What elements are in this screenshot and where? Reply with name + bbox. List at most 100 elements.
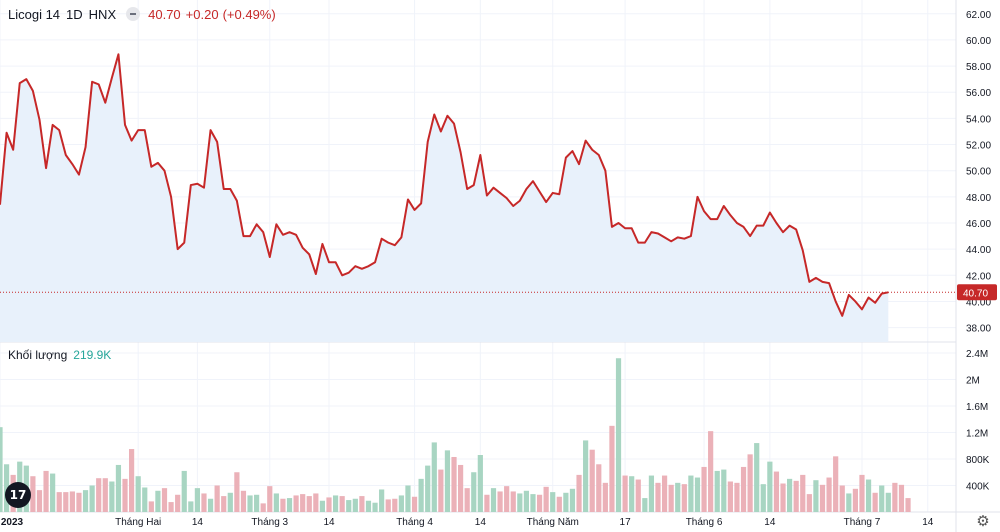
volume-bar-6 xyxy=(36,490,43,512)
volume-bar-95 xyxy=(622,475,628,512)
volume-bar-90 xyxy=(589,449,595,512)
volume-bar-128 xyxy=(839,485,845,512)
volume-tick-label-4: 800K xyxy=(966,455,990,466)
volume-bar-19 xyxy=(122,478,128,512)
volume-bar-138 xyxy=(905,498,911,512)
volume-bar-122 xyxy=(800,474,806,512)
volume-bar-66 xyxy=(431,442,437,512)
volume-bar-71 xyxy=(464,488,470,512)
volume-bar-55 xyxy=(359,496,365,512)
volume-bar-98 xyxy=(642,498,648,512)
volume-bar-96 xyxy=(629,476,635,512)
volume-bar-63 xyxy=(411,496,418,512)
volume-bar-60 xyxy=(392,498,398,512)
time-tick-label-11: Tháng 7 xyxy=(844,517,881,528)
exchange-label: HNX xyxy=(88,6,117,22)
time-tick-label-12: 14 xyxy=(922,517,934,528)
time-tick-label-5: Tháng 4 xyxy=(396,517,433,528)
volume-bar-13 xyxy=(82,490,89,512)
volume-bar-7 xyxy=(43,470,49,512)
volume-bar-135 xyxy=(885,492,891,512)
volume-bar-43 xyxy=(280,498,286,512)
volume-bar-5 xyxy=(30,476,36,512)
price-change: +0.20 xyxy=(185,6,219,22)
price-tick-label-4: 54.00 xyxy=(966,114,991,125)
volume-bar-70 xyxy=(458,464,464,512)
volume-bar-20 xyxy=(129,449,135,512)
volume-bar-112 xyxy=(734,482,740,512)
volume-bar-35 xyxy=(227,492,233,512)
volume-bar-48 xyxy=(313,493,319,512)
volume-bar-113 xyxy=(740,466,747,512)
volume-bar-74 xyxy=(484,494,490,512)
volume-bar-72 xyxy=(471,472,477,512)
volume-bar-62 xyxy=(405,485,411,512)
volume-bar-134 xyxy=(879,485,885,512)
volume-bar-45 xyxy=(293,495,299,512)
volume-tick-label-2: 1.6M xyxy=(966,402,988,413)
volume-bar-109 xyxy=(714,470,720,512)
interval-label[interactable]: 1D xyxy=(66,6,83,22)
volume-bar-120 xyxy=(787,478,793,512)
time-tick-label-9: Tháng 6 xyxy=(686,517,723,528)
symbol-name[interactable]: Licogi 14 xyxy=(8,6,61,22)
volume-bar-47 xyxy=(306,496,312,512)
volume-bar-75 xyxy=(490,488,497,512)
volume-tick-label-1: 2M xyxy=(966,375,980,386)
volume-bar-38 xyxy=(247,495,253,512)
volume-bar-34 xyxy=(221,496,227,512)
volume-bar-41 xyxy=(267,486,273,512)
time-tick-label-4: 14 xyxy=(323,517,335,528)
volume-bar-99 xyxy=(648,475,655,512)
volume-bar-10 xyxy=(63,492,69,512)
volume-tick-label-5: 400K xyxy=(966,481,990,492)
volume-bar-61 xyxy=(398,495,404,512)
tradingview-logo-icon[interactable]: 17 xyxy=(5,482,31,508)
collapse-icon[interactable] xyxy=(126,7,141,21)
price-change-percent: (+0.49%) xyxy=(222,6,276,22)
volume-bar-40 xyxy=(260,503,266,512)
volume-bar-57 xyxy=(372,502,378,512)
volume-bar-67 xyxy=(438,469,444,512)
volume-bar-76 xyxy=(497,491,503,512)
volume-bar-92 xyxy=(602,482,608,512)
volume-bar-18 xyxy=(115,464,122,512)
volume-bar-23 xyxy=(148,501,154,512)
volume-bar-17 xyxy=(109,481,115,512)
price-tick-label-8: 46.00 xyxy=(966,219,991,230)
volume-bar-93 xyxy=(609,425,615,512)
volume-bar-103 xyxy=(675,482,681,512)
volume-bar-77 xyxy=(504,486,510,512)
volume-bar-119 xyxy=(780,483,786,512)
volume-bar-28 xyxy=(181,470,187,512)
settings-gear-icon[interactable]: ⚙ xyxy=(976,513,990,530)
volume-bar-80 xyxy=(523,490,529,512)
volume-bar-31 xyxy=(201,493,207,512)
volume-bar-33 xyxy=(214,485,220,512)
volume-bar-91 xyxy=(596,464,602,512)
volume-bar-115 xyxy=(754,443,760,512)
price-tick-label-2: 58.00 xyxy=(966,62,991,73)
price-series-line xyxy=(0,53,889,317)
volume-bar-46 xyxy=(300,494,306,512)
volume-bar-136 xyxy=(892,482,898,512)
volume-bar-52 xyxy=(339,496,345,512)
volume-bar-53 xyxy=(346,500,352,512)
volume-bar-32 xyxy=(207,498,214,512)
volume-bar-87 xyxy=(569,488,576,512)
volume-bar-64 xyxy=(418,478,424,512)
volume-bar-50 xyxy=(326,497,332,512)
price-tick-label-9: 44.00 xyxy=(966,245,991,256)
volume-bar-116 xyxy=(760,484,766,512)
volume-bar-121 xyxy=(793,480,799,512)
volume-bar-97 xyxy=(635,479,641,512)
price-area xyxy=(0,54,889,343)
price-tick-label-10: 42.00 xyxy=(966,271,991,282)
volume-bar-78 xyxy=(510,491,516,512)
volume-bar-106 xyxy=(694,477,701,512)
volume-bar-111 xyxy=(727,481,733,512)
volume-bar-37 xyxy=(240,490,247,512)
volume-bar-102 xyxy=(668,484,674,512)
volume-bar-51 xyxy=(332,495,339,512)
